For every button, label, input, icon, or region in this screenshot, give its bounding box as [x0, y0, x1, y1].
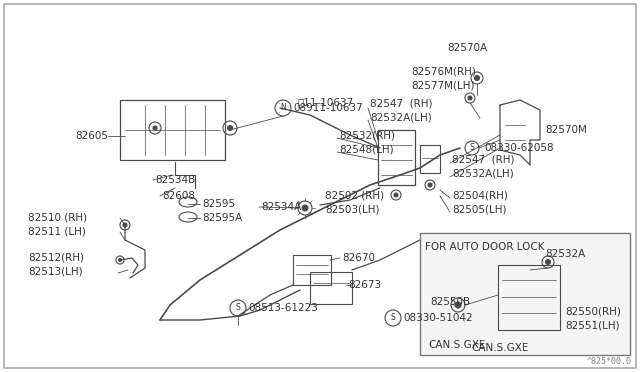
Text: 82577M(LH): 82577M(LH) — [411, 81, 474, 91]
Text: 82608: 82608 — [162, 191, 195, 201]
Text: 82595: 82595 — [202, 199, 235, 209]
Circle shape — [545, 260, 550, 264]
Text: FOR AUTO DOOR LOCK: FOR AUTO DOOR LOCK — [425, 242, 545, 252]
Bar — [120, 100, 225, 160]
Text: S: S — [390, 314, 396, 323]
Text: 82502 (RH): 82502 (RH) — [325, 191, 384, 201]
Circle shape — [428, 183, 432, 187]
Text: ^825*00.0: ^825*00.0 — [587, 357, 632, 366]
Circle shape — [394, 193, 398, 197]
Text: 08330-51042: 08330-51042 — [403, 313, 472, 323]
Text: S: S — [236, 304, 241, 312]
Text: 82512(RH): 82512(RH) — [28, 253, 84, 263]
Text: 82505(LH): 82505(LH) — [452, 205, 506, 215]
Text: 08330-62058: 08330-62058 — [484, 143, 554, 153]
Text: 82570M: 82570M — [545, 125, 587, 135]
Text: N: N — [280, 103, 286, 112]
Text: 82532A: 82532A — [545, 249, 585, 259]
Text: 82532(RH): 82532(RH) — [339, 131, 395, 141]
Text: 82504(RH): 82504(RH) — [452, 191, 508, 201]
Bar — [420, 233, 630, 355]
Text: 82547  (RH): 82547 (RH) — [452, 155, 515, 165]
Text: CAN.S.GXE: CAN.S.GXE — [428, 340, 485, 350]
Circle shape — [227, 125, 232, 131]
Text: 82534A: 82534A — [261, 202, 301, 212]
Text: 11-10637: 11-10637 — [298, 97, 355, 107]
Text: 82595A: 82595A — [202, 213, 243, 223]
Bar — [420, 145, 440, 173]
Text: 82534B: 82534B — [155, 175, 195, 185]
Circle shape — [302, 205, 308, 211]
Text: 82550(RH): 82550(RH) — [565, 307, 621, 317]
Text: 82547  (RH): 82547 (RH) — [370, 98, 433, 108]
Circle shape — [468, 96, 472, 100]
Text: CAN.S.GXE: CAN.S.GXE — [471, 343, 529, 353]
Text: 82550B: 82550B — [430, 297, 470, 307]
Text: 82551(LH): 82551(LH) — [565, 321, 620, 331]
Text: 82513(LH): 82513(LH) — [28, 267, 83, 277]
Text: 82511 (LH): 82511 (LH) — [28, 227, 86, 237]
Bar — [498, 265, 560, 330]
Text: 82605: 82605 — [75, 131, 108, 141]
Text: 82532A(LH): 82532A(LH) — [370, 112, 432, 122]
Circle shape — [474, 76, 479, 80]
Text: 82510 (RH): 82510 (RH) — [28, 213, 87, 223]
Text: 08911-10637: 08911-10637 — [293, 103, 363, 113]
Text: 82570A: 82570A — [447, 43, 487, 53]
Text: 82503(LH): 82503(LH) — [325, 205, 380, 215]
Text: 82548(LH): 82548(LH) — [339, 145, 394, 155]
Bar — [378, 130, 415, 185]
Text: S: S — [470, 144, 474, 153]
Circle shape — [123, 223, 127, 227]
Text: 08513-61223: 08513-61223 — [248, 303, 318, 313]
Text: 82670: 82670 — [342, 253, 375, 263]
Text: 82576M(RH): 82576M(RH) — [411, 67, 476, 77]
Circle shape — [455, 302, 461, 308]
Bar — [310, 272, 352, 304]
Circle shape — [153, 126, 157, 130]
Bar — [293, 255, 331, 285]
Text: 82532A(LH): 82532A(LH) — [452, 169, 514, 179]
Text: 82673: 82673 — [348, 280, 381, 290]
Circle shape — [118, 259, 122, 262]
